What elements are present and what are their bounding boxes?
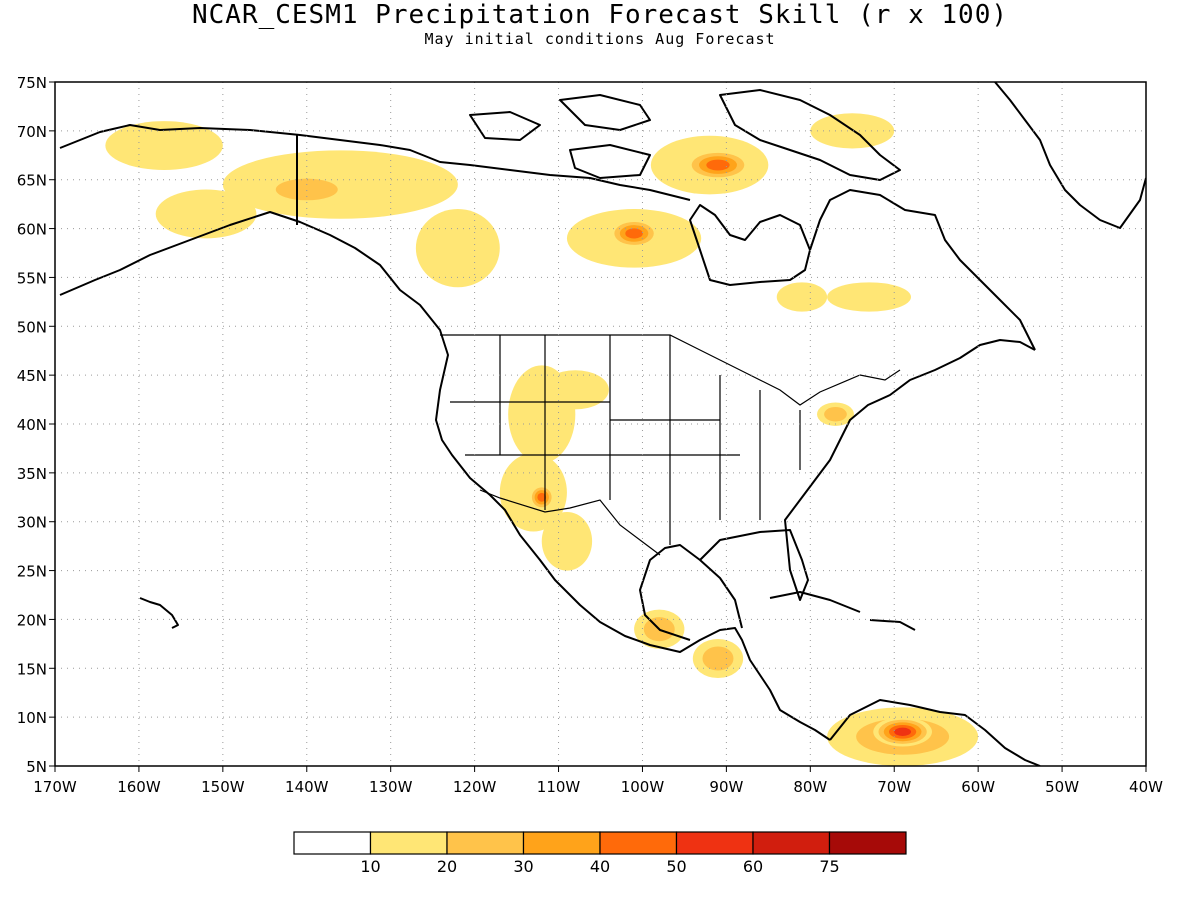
lon-tick-label: 70W bbox=[877, 778, 911, 796]
lat-tick-label: 45N bbox=[17, 367, 47, 385]
hudson-bay bbox=[689, 204, 811, 286]
skill-region-ontario-north bbox=[776, 282, 828, 312]
lon-tick-label: 170W bbox=[33, 778, 77, 796]
skill-region-quebec-east bbox=[827, 282, 912, 312]
lat-tick-label: 65N bbox=[17, 172, 47, 190]
colorbar-tick-label: 40 bbox=[590, 857, 610, 876]
lon-axis-labels: 170W 160W 150W 140W 130W 120W 110W 100W 90W 80W 70… bbox=[33, 766, 1163, 796]
lat-tick-label: 5N bbox=[26, 758, 47, 776]
arctic-coast bbox=[59, 124, 691, 201]
skill-region-northwest-mexico bbox=[541, 511, 593, 571]
skill-region-nw-territories bbox=[415, 209, 500, 288]
greenland-coast bbox=[994, 82, 1146, 229]
skill-region-arizona-core-level-4 bbox=[537, 492, 547, 502]
labrador-coast bbox=[809, 189, 1036, 351]
north-america-coastline bbox=[59, 211, 831, 741]
lon-tick-label: 90W bbox=[709, 778, 743, 796]
skill-region-hudson-west-core-level-4 bbox=[625, 228, 643, 239]
lon-tick-label: 50W bbox=[1045, 778, 1079, 796]
chart-title: NCAR_CESM1 Precipitation Forecast Skill … bbox=[191, 0, 1008, 30]
lon-tick-label: 100W bbox=[621, 778, 665, 796]
lat-tick-label: 55N bbox=[17, 269, 47, 287]
skill-region-pennsylvania-level-2 bbox=[824, 407, 847, 422]
skill-region-guatemala-level-2 bbox=[702, 646, 734, 671]
lon-tick-label: 110W bbox=[537, 778, 581, 796]
lat-tick-label: 10N bbox=[17, 709, 47, 727]
colorbar-swatch bbox=[675, 831, 754, 855]
colorbar-swatch bbox=[522, 831, 601, 855]
lat-axis-labels: 75N 70N 65N 60N 55N 50N 45N 40N 35N 30N 25N 20N 15N 1… bbox=[17, 74, 55, 776]
arctic-island-2 bbox=[469, 111, 541, 141]
colorbar-swatch bbox=[446, 831, 525, 855]
colorbar-swatch bbox=[828, 831, 907, 855]
skill-region-alaska-north bbox=[105, 121, 223, 170]
lat-tick-label: 70N bbox=[17, 123, 47, 141]
chart-subtitle: May initial conditions Aug Forecast bbox=[424, 30, 776, 48]
victoria-island bbox=[569, 144, 651, 179]
lon-tick-label: 130W bbox=[369, 778, 413, 796]
lat-lon-grid bbox=[55, 82, 1146, 766]
lat-tick-label: 30N bbox=[17, 514, 47, 532]
colorbar-tick-label: 30 bbox=[513, 857, 533, 876]
lat-tick-label: 15N bbox=[17, 660, 47, 678]
lat-tick-label: 20N bbox=[17, 611, 47, 629]
us-east-coast bbox=[699, 339, 1036, 601]
skill-region-baffin-core-level-4 bbox=[706, 159, 730, 171]
colorbar-tick-label: 20 bbox=[437, 857, 457, 876]
colorbar-tick-label: 75 bbox=[819, 857, 839, 876]
lon-tick-label: 40W bbox=[1129, 778, 1163, 796]
lon-tick-label: 120W bbox=[453, 778, 497, 796]
lon-tick-label: 140W bbox=[285, 778, 329, 796]
lon-tick-label: 60W bbox=[961, 778, 995, 796]
colorbar-tick-label: 60 bbox=[743, 857, 763, 876]
baffin-island bbox=[719, 89, 901, 181]
lon-tick-label: 150W bbox=[201, 778, 245, 796]
plot-frame bbox=[54, 81, 1147, 767]
lat-tick-label: 35N bbox=[17, 465, 47, 483]
colorbar: 10 20 30 40 50 60 75 bbox=[293, 831, 907, 876]
state-lines bbox=[450, 335, 801, 545]
political-borders bbox=[440, 334, 901, 556]
colorbar-swatch bbox=[599, 831, 678, 855]
lat-tick-label: 50N bbox=[17, 318, 47, 336]
lat-tick-label: 40N bbox=[17, 416, 47, 434]
skill-shading bbox=[105, 113, 979, 766]
lon-tick-label: 160W bbox=[117, 778, 161, 796]
skill-region-colorado-plateau bbox=[541, 370, 609, 410]
cuba bbox=[769, 591, 861, 613]
lat-tick-label: 25N bbox=[17, 563, 47, 581]
skill-region-venezuela-core-level-5 bbox=[894, 727, 912, 736]
skill-region-yukon-core-level-2 bbox=[275, 178, 338, 201]
coastlines bbox=[59, 82, 1146, 766]
colorbar-swatch bbox=[293, 831, 372, 855]
lon-tick-label: 80W bbox=[793, 778, 827, 796]
south-america-coast bbox=[829, 699, 1041, 766]
hispaniola bbox=[869, 619, 916, 631]
gulf-coast bbox=[639, 544, 743, 641]
colorbar-swatch bbox=[369, 831, 448, 855]
colorbar-tick-label: 50 bbox=[666, 857, 686, 876]
colorbar-swatch bbox=[752, 831, 831, 855]
lat-tick-label: 60N bbox=[17, 221, 47, 239]
skill-region-alaska-west bbox=[155, 189, 257, 239]
arctic-island-1 bbox=[559, 94, 651, 131]
us-canada-border bbox=[440, 334, 901, 406]
hawaii bbox=[139, 597, 179, 629]
us-mexico-border bbox=[479, 489, 661, 556]
colorbar-tick-label: 10 bbox=[360, 857, 380, 876]
lat-tick-label: 75N bbox=[17, 74, 47, 92]
